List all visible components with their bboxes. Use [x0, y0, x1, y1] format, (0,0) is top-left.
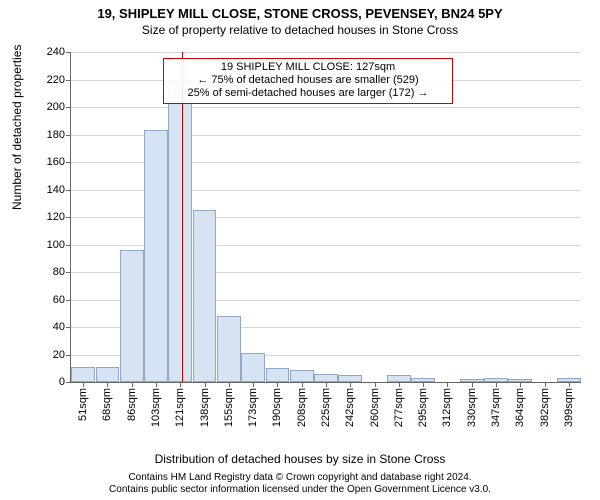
xtick-label: 295sqm [417, 388, 429, 427]
xtick-mark [326, 382, 327, 387]
xtick-mark [253, 382, 254, 387]
xtick-label: 190sqm [271, 388, 283, 427]
histogram-bar [71, 367, 95, 382]
xtick-mark [229, 382, 230, 387]
xtick-label: 347sqm [490, 388, 502, 427]
xtick-label: 364sqm [514, 388, 526, 427]
ytick-label: 160 [47, 156, 71, 168]
xtick-mark [399, 382, 400, 387]
xtick-mark [277, 382, 278, 387]
ytick-label: 80 [53, 266, 71, 278]
xtick-label: 382sqm [539, 388, 551, 427]
chart-area: 02040608010012014016018020022024051sqm68… [50, 52, 580, 412]
xtick-label: 330sqm [466, 388, 478, 427]
histogram-bar [314, 374, 338, 382]
xtick-mark [472, 382, 473, 387]
ytick-label: 120 [47, 211, 71, 223]
xtick-label: 277sqm [393, 388, 405, 427]
xtick-label: 51sqm [77, 388, 89, 421]
xtick-label: 173sqm [247, 388, 259, 427]
plot-region: 02040608010012014016018020022024051sqm68… [70, 52, 581, 383]
ytick-label: 240 [47, 46, 71, 58]
xtick-label: 86sqm [126, 388, 138, 421]
histogram-bar [290, 370, 314, 382]
ytick-label: 140 [47, 184, 71, 196]
xtick-mark [302, 382, 303, 387]
annotation-line2: ← 75% of detached houses are smaller (52… [168, 74, 448, 87]
xtick-label: 399sqm [563, 388, 575, 427]
gridline [71, 107, 581, 108]
xtick-mark [83, 382, 84, 387]
histogram-bar [241, 353, 265, 382]
gridline [71, 52, 581, 53]
footer-text: Contains HM Land Registry data © Crown c… [0, 472, 600, 496]
xtick-mark [447, 382, 448, 387]
xtick-label: 68sqm [101, 388, 113, 421]
histogram-bar [120, 250, 144, 382]
histogram-bar [168, 82, 192, 382]
annotation-line3: 25% of semi-detached houses are larger (… [168, 87, 448, 100]
chart-container: 19, SHIPLEY MILL CLOSE, STONE CROSS, PEV… [0, 0, 600, 500]
xtick-label: 225sqm [320, 388, 332, 427]
histogram-bar [193, 210, 217, 382]
xtick-label: 121sqm [174, 388, 186, 427]
histogram-bar [266, 368, 290, 382]
ytick-label: 0 [59, 376, 71, 388]
xtick-mark [107, 382, 108, 387]
histogram-bar [96, 367, 120, 382]
xtick-label: 103sqm [150, 388, 162, 427]
x-axis-label: Distribution of detached houses by size … [0, 452, 600, 466]
ytick-label: 60 [53, 294, 71, 306]
ytick-label: 100 [47, 239, 71, 251]
y-axis-label: Number of detached properties [10, 45, 24, 210]
xtick-label: 260sqm [369, 388, 381, 427]
xtick-mark [205, 382, 206, 387]
chart-title: 19, SHIPLEY MILL CLOSE, STONE CROSS, PEV… [0, 0, 600, 21]
xtick-mark [423, 382, 424, 387]
histogram-bar [338, 375, 362, 382]
xtick-mark [132, 382, 133, 387]
histogram-bar [387, 375, 411, 382]
xtick-mark [180, 382, 181, 387]
xtick-mark [545, 382, 546, 387]
ytick-label: 220 [47, 74, 71, 86]
xtick-mark [375, 382, 376, 387]
ytick-label: 180 [47, 129, 71, 141]
xtick-mark [569, 382, 570, 387]
annotation-line1: 19 SHIPLEY MILL CLOSE: 127sqm [168, 61, 448, 74]
xtick-label: 208sqm [296, 388, 308, 427]
xtick-mark [520, 382, 521, 387]
chart-subtitle: Size of property relative to detached ho… [0, 21, 600, 37]
xtick-label: 138sqm [199, 388, 211, 427]
xtick-mark [350, 382, 351, 387]
xtick-mark [156, 382, 157, 387]
histogram-bar [144, 130, 168, 382]
footer-line2: Contains public sector information licen… [0, 484, 600, 496]
xtick-label: 312sqm [441, 388, 453, 427]
ytick-label: 40 [53, 321, 71, 333]
xtick-label: 242sqm [344, 388, 356, 427]
xtick-mark [496, 382, 497, 387]
xtick-label: 155sqm [223, 388, 235, 427]
ytick-label: 20 [53, 349, 71, 361]
histogram-bar [217, 316, 241, 382]
annotation-box: 19 SHIPLEY MILL CLOSE: 127sqm← 75% of de… [163, 58, 453, 104]
ytick-label: 200 [47, 101, 71, 113]
footer-line1: Contains HM Land Registry data © Crown c… [0, 472, 600, 484]
